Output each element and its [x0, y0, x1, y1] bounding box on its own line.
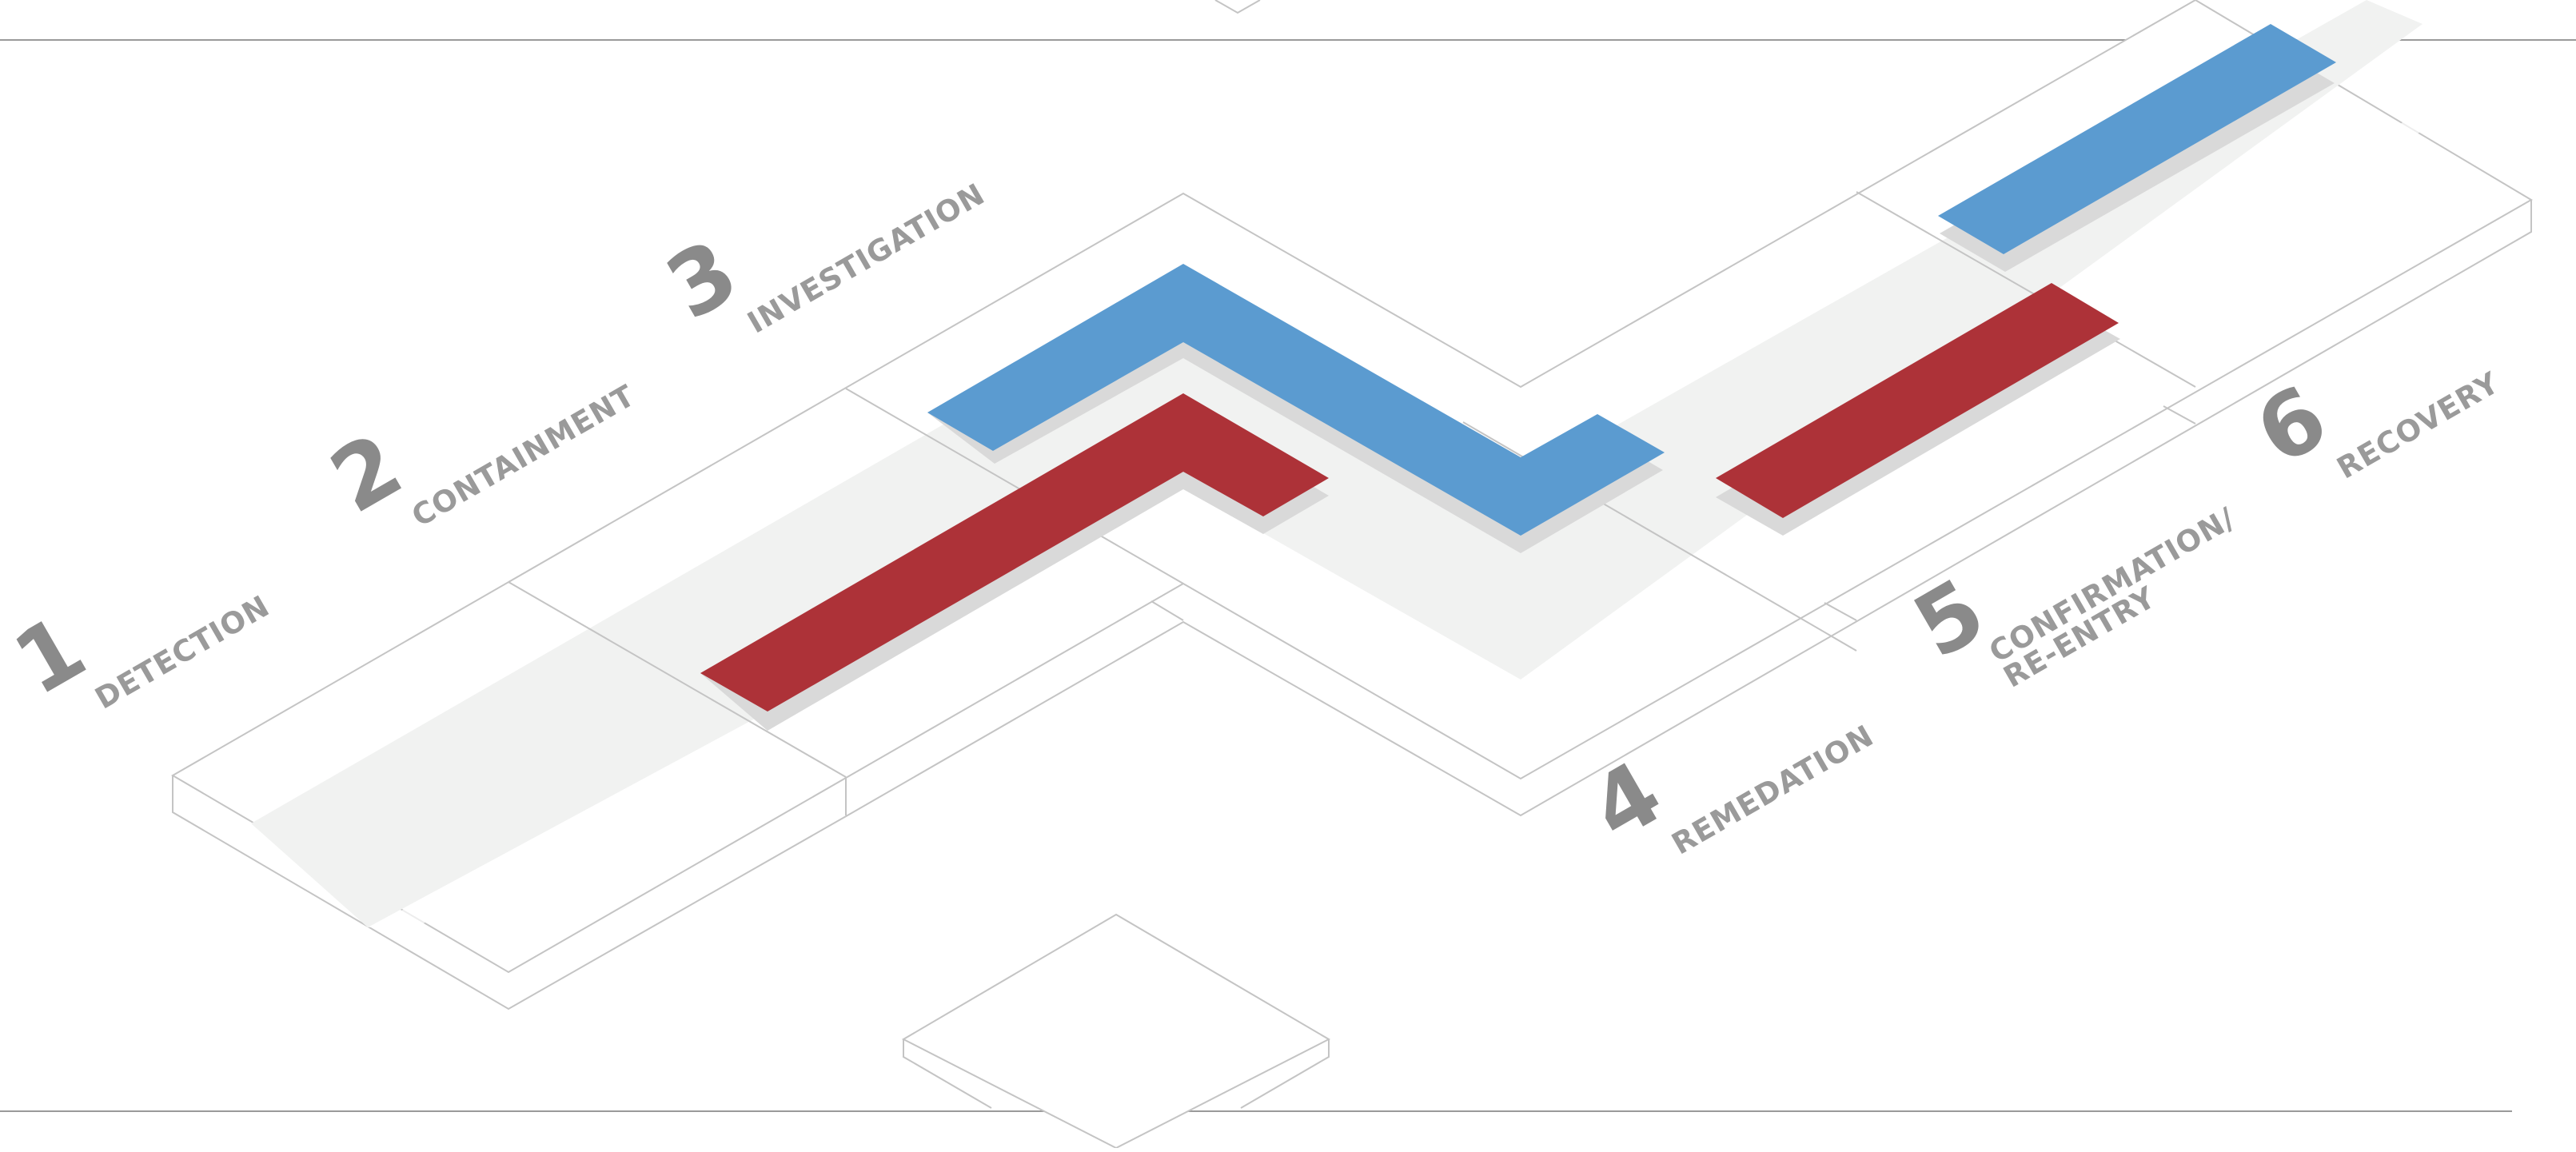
stage-1-number: 1	[0, 596, 102, 715]
stage-6-number: 6	[2239, 365, 2343, 484]
stage-1-label: DETECTION	[90, 588, 276, 716]
blue-track-segment-b	[1938, 24, 2336, 254]
stage-4-label: REMEDATION	[1666, 718, 1880, 861]
top-partial-plane	[1214, 0, 1261, 14]
stage-4-number: 4	[1574, 741, 1678, 860]
board-base	[172, 200, 2532, 1010]
section-dividers	[508, 191, 2196, 815]
bottom-isolated-plane	[901, 913, 1331, 1150]
red-track-segment-a	[700, 393, 1329, 712]
stage-2: 2 CONTAINMENT	[314, 378, 641, 534]
stage-1: 1 DETECTION	[0, 588, 276, 716]
stage-2-number: 2	[314, 413, 418, 532]
red-track	[700, 283, 2119, 712]
blue-track-segment-a	[927, 264, 1665, 536]
stage-5-number: 5	[1897, 559, 2001, 678]
stage-6-label: RECOVERY	[2331, 365, 2506, 486]
stage-3-number: 3	[650, 220, 754, 339]
blue-track	[927, 24, 2336, 536]
stage-3-label: INVESTIGATION	[742, 177, 991, 341]
stage-3: 3 INVESTIGATION	[650, 177, 991, 341]
red-track-segment-b	[1716, 283, 2119, 518]
stage-2-label: CONTAINMENT	[406, 378, 641, 534]
